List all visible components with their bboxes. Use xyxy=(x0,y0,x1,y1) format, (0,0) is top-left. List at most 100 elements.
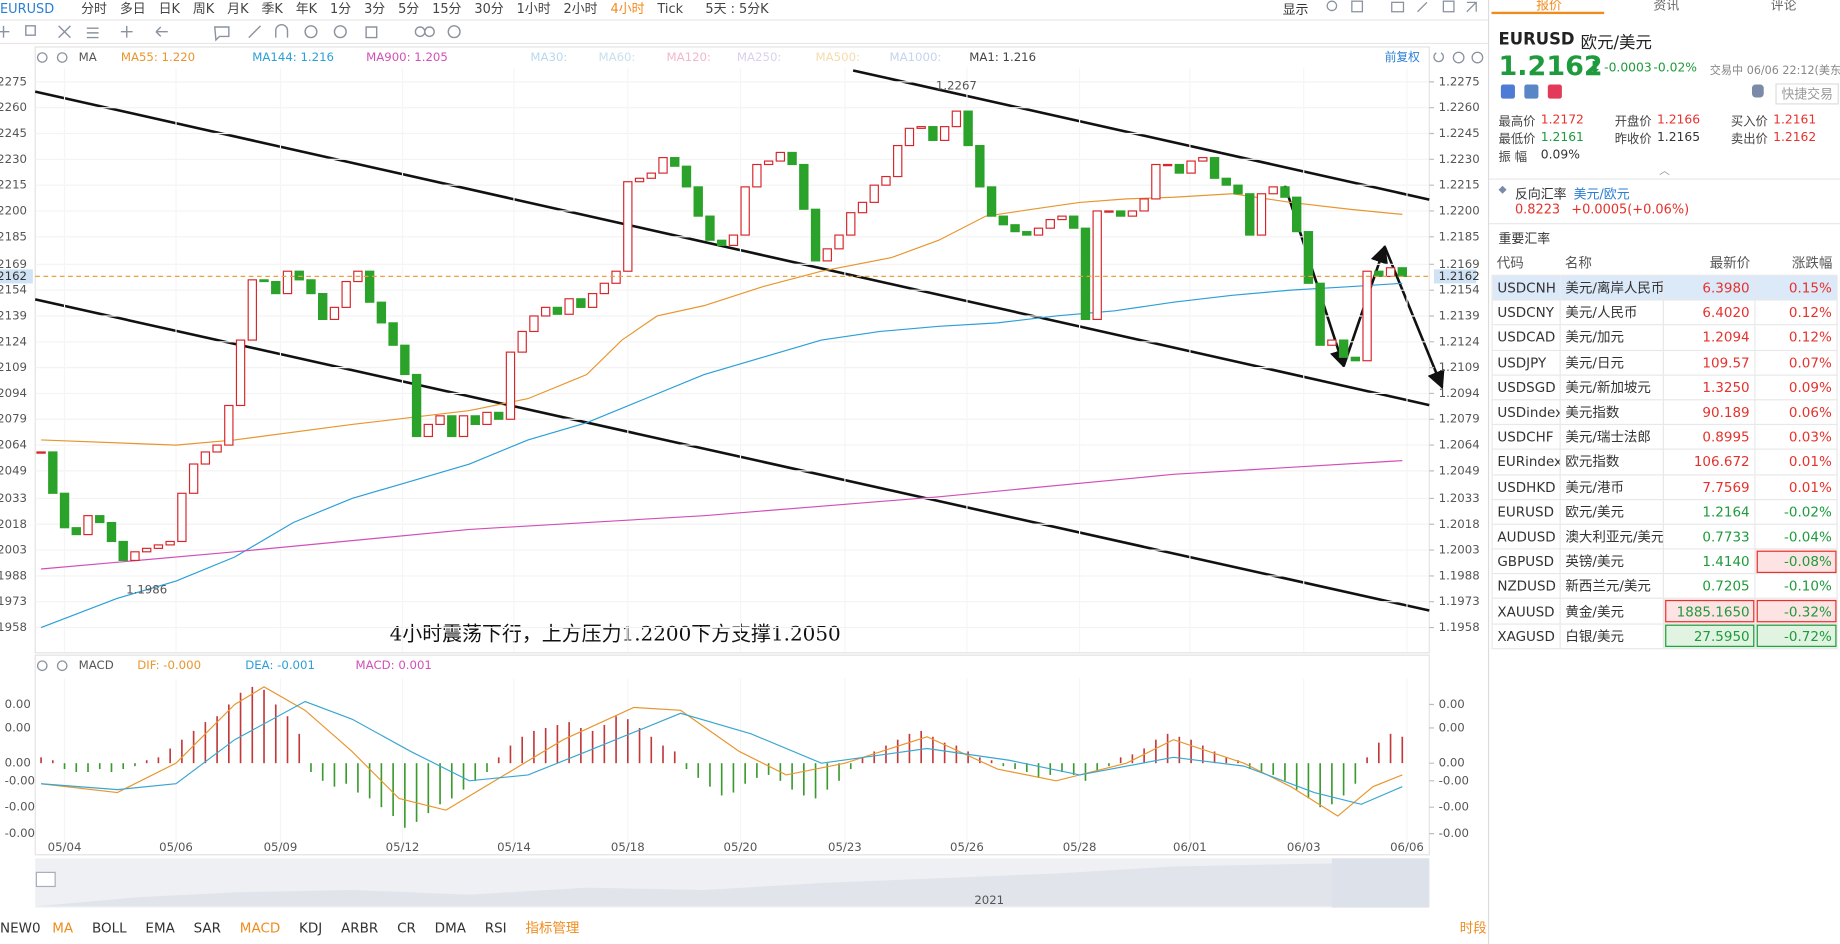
tab[interactable]: 资讯 xyxy=(1653,0,1680,13)
table-row[interactable]: NZDUSD 新西兰元/美元 0.7205 -0.10% xyxy=(1491,573,1838,600)
table-row[interactable]: USDCHF 美元/瑞士法郎 0.8995 0.03% xyxy=(1491,424,1838,451)
icon[interactable] xyxy=(1500,84,1515,99)
candle-body xyxy=(364,270,375,303)
candle-body xyxy=(1127,210,1138,217)
candle-body xyxy=(763,160,774,166)
candle-body xyxy=(1162,163,1173,167)
table-row[interactable]: USDCNH 美元/离岸人民币 6.3980 0.15% xyxy=(1491,274,1838,301)
indicator-button[interactable]: DMA xyxy=(434,919,466,936)
period-button[interactable]: Tick xyxy=(657,0,684,16)
quick-trade[interactable]: 快捷交易 xyxy=(1775,83,1839,105)
icon[interactable] xyxy=(1524,84,1539,99)
table-row[interactable]: USDindex 美元指数 90.189 0.06% xyxy=(1491,399,1838,426)
table-row[interactable]: USDJPY 美元/日元 109.57 0.07% xyxy=(1491,349,1838,376)
period-button[interactable]: 分时 xyxy=(81,1,107,17)
indicator-button[interactable]: ARBR xyxy=(341,919,379,936)
y-tick-label: 1.2064 xyxy=(1439,438,1480,452)
candle-body xyxy=(951,110,962,128)
tab[interactable]: 报价 xyxy=(1536,0,1562,13)
period-button[interactable]: 多日 xyxy=(119,1,146,17)
icon[interactable] xyxy=(1547,84,1562,99)
display-button[interactable]: 显示 xyxy=(1282,2,1309,18)
candle-body xyxy=(482,411,492,426)
table-row[interactable]: USDSGD 美元/新加坡元 1.3250 0.09% xyxy=(1491,374,1838,401)
table-row[interactable]: XAUUSD 黄金/美元 1885.1650 -0.32% xyxy=(1491,598,1838,625)
navigator-window[interactable] xyxy=(1331,858,1430,908)
candle-body xyxy=(1233,184,1243,195)
indicator-button[interactable]: 指标管理 xyxy=(525,919,580,936)
period-button[interactable]: 4小时 xyxy=(610,1,645,17)
name-cell: 英镑/美元 xyxy=(1559,548,1664,575)
candle-body xyxy=(893,144,903,178)
table-row[interactable]: USDCNY 美元/人民币 6.4020 0.12% xyxy=(1491,299,1838,326)
icon[interactable] xyxy=(1751,84,1764,98)
table-row[interactable]: EURindex 欧元指数 106.672 0.01% xyxy=(1491,448,1838,475)
table-row[interactable]: AUDUSD 澳大利亚元/美元 0.7733 -0.04% xyxy=(1491,523,1838,550)
table-row[interactable]: GBPUSD 英镑/美元 1.4140 -0.08% xyxy=(1491,548,1838,575)
y-tick-label: 0.00 xyxy=(5,720,31,734)
legend-label: MACD xyxy=(79,658,114,672)
table-row[interactable]: USDHKD 美元/港币 7.7569 0.01% xyxy=(1491,473,1838,500)
period-button[interactable]: 周K xyxy=(192,1,215,17)
period-button[interactable]: 2小时 xyxy=(563,1,598,17)
symbol-button[interactable]: EURUSD xyxy=(0,0,55,16)
period-button[interactable]: 月K xyxy=(227,1,249,17)
legend-item: MA144: 1.216 xyxy=(252,50,334,64)
price-cell: 1.2094 xyxy=(1662,324,1756,351)
tab[interactable]: 评论 xyxy=(1770,0,1797,13)
indicator-button[interactable]: RSI xyxy=(484,919,507,936)
period-button[interactable]: 1分 xyxy=(330,1,352,17)
table-row[interactable]: XAGUSD 白银/美元 27.5950 -0.72% xyxy=(1491,623,1838,650)
candle-body xyxy=(1362,270,1372,362)
candle-body xyxy=(576,298,586,308)
period-button[interactable]: 30分 xyxy=(474,1,504,17)
candle-body xyxy=(1221,177,1231,186)
stat-label: 开盘价 xyxy=(1614,115,1652,130)
change-cell: -0.08% xyxy=(1754,548,1838,575)
period-button[interactable]: 季K xyxy=(261,1,283,17)
x-tick-label: 06/01 xyxy=(1173,840,1207,854)
navigator-handle[interactable] xyxy=(35,871,56,888)
legend-item: DIF: -0.000 xyxy=(137,658,201,672)
column-header: 名称 xyxy=(1560,251,1664,276)
y-tick-label: 1.2185 xyxy=(1439,229,1480,243)
candle-body xyxy=(728,234,739,246)
indicator-button[interactable]: MA xyxy=(52,919,74,936)
period-button[interactable]: 15分 xyxy=(432,1,462,17)
indicator-button[interactable]: MACD xyxy=(239,919,281,936)
period-button[interactable]: 年K xyxy=(295,1,318,17)
change-cell: 0.01% xyxy=(1754,448,1838,475)
candle-body xyxy=(857,201,868,214)
table-row[interactable]: EURUSD 欧元/美元 1.2164 -0.02% xyxy=(1491,498,1838,525)
indicator-button[interactable]: CR xyxy=(397,919,416,936)
indicator-button[interactable]: SAR xyxy=(193,919,222,936)
indicator-button[interactable]: EMA xyxy=(145,919,175,936)
name-cell: 美元指数 xyxy=(1559,399,1664,426)
y-tick-label: 1.1958 xyxy=(0,620,27,634)
y-tick-label: 0.00 xyxy=(1439,720,1465,734)
column-header: 代码 xyxy=(1492,251,1561,276)
y-tick-label: -0.00 xyxy=(5,773,35,787)
candle-body xyxy=(1045,218,1055,229)
restore-button[interactable]: 前复权 xyxy=(1385,50,1420,64)
indicator-button[interactable]: KDJ xyxy=(299,919,323,936)
candle-body xyxy=(118,540,128,561)
collapse[interactable]: ︿ xyxy=(1659,165,1670,178)
range-button[interactable]: 5天 : 5分K xyxy=(705,1,769,17)
last-price-label: 1.2162 xyxy=(1439,269,1480,283)
code-cell: USDindex xyxy=(1491,399,1561,426)
line-series xyxy=(41,686,1403,817)
period-button[interactable]: 1小时 xyxy=(516,1,551,17)
period-button[interactable]: 日K xyxy=(158,1,180,17)
session-button[interactable]: 时段 xyxy=(1459,919,1487,936)
change-cell: -0.02% xyxy=(1754,498,1838,525)
annotation: 4小时震荡下行，上方压力1.2200下方支撑1.2050 xyxy=(390,622,841,646)
period-button[interactable]: 3分 xyxy=(364,1,386,17)
indicator-button[interactable]: NEW0 xyxy=(0,919,41,936)
down-arrow: ⬇ xyxy=(1587,58,1602,78)
indicator-button[interactable]: BOLL xyxy=(91,919,127,936)
price-cell: 90.189 xyxy=(1662,399,1756,426)
period-button[interactable]: 5分 xyxy=(398,1,420,17)
table-row[interactable]: USDCAD 美元/加元 1.2094 0.12% xyxy=(1491,324,1838,351)
